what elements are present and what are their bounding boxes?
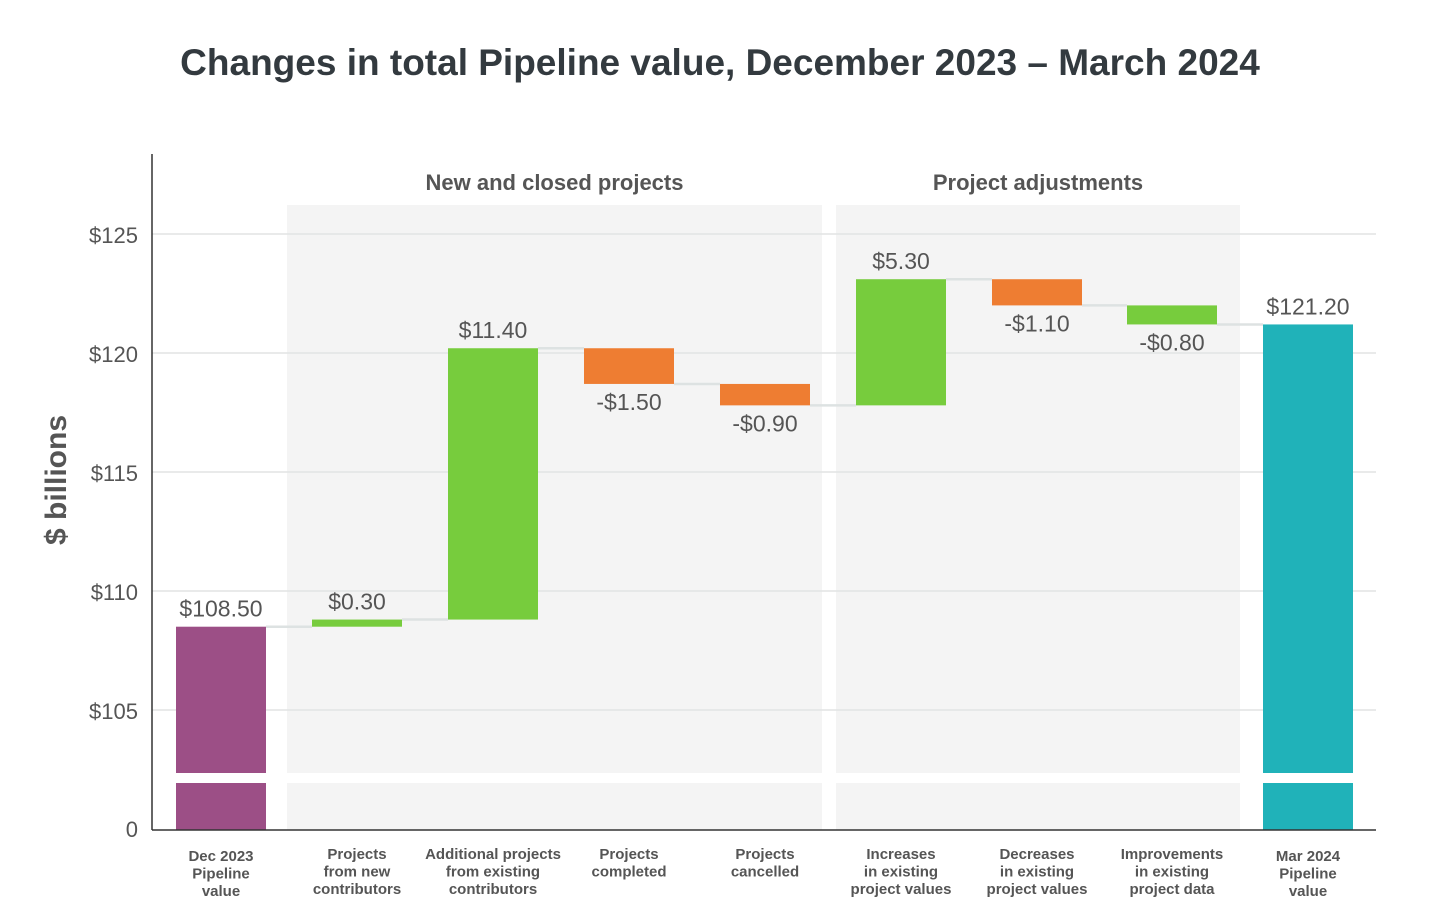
data-label: $5.30 bbox=[872, 248, 930, 274]
bar bbox=[992, 279, 1082, 306]
category-label: Improvements bbox=[1121, 846, 1224, 863]
category-label: value bbox=[202, 883, 240, 900]
category-label: contributors bbox=[449, 881, 537, 898]
data-label: $108.50 bbox=[179, 596, 262, 622]
y-tick-label: 0 bbox=[126, 817, 138, 842]
group-label: New and closed projects bbox=[426, 170, 684, 195]
group-label: Project adjustments bbox=[933, 170, 1143, 195]
group-shading bbox=[287, 205, 822, 830]
category-label: Pipeline bbox=[1279, 866, 1337, 883]
data-label: $11.40 bbox=[459, 317, 528, 343]
data-label: $0.30 bbox=[328, 589, 386, 615]
category-label: Projects bbox=[327, 846, 386, 863]
category-label: project values bbox=[987, 881, 1088, 898]
y-tick-label: $125 bbox=[89, 223, 138, 248]
category-label: Projects bbox=[735, 846, 794, 863]
category-label: project values bbox=[851, 881, 952, 898]
bar bbox=[176, 626, 266, 830]
y-tick-label: $105 bbox=[89, 699, 138, 724]
category-label: Dec 2023 bbox=[188, 848, 253, 865]
category-label: value bbox=[1289, 883, 1327, 900]
data-label: $121.20 bbox=[1266, 293, 1349, 319]
data-label: -$0.90 bbox=[732, 410, 797, 436]
category-label: Increases bbox=[866, 846, 935, 863]
category-label: in existing bbox=[864, 864, 938, 881]
data-label: -$1.50 bbox=[596, 389, 661, 415]
category-label: Projects bbox=[599, 846, 658, 863]
y-tick-label: $115 bbox=[91, 461, 138, 486]
category-label: in existing bbox=[1000, 864, 1074, 881]
category-label: contributors bbox=[313, 881, 401, 898]
axis-break bbox=[153, 773, 1377, 783]
category-label: completed bbox=[591, 864, 666, 881]
category-label: cancelled bbox=[731, 864, 799, 881]
bar bbox=[720, 383, 810, 406]
bar bbox=[1127, 305, 1217, 325]
category-label: from new bbox=[324, 864, 391, 881]
bar bbox=[584, 348, 674, 384]
category-label: Additional projects bbox=[425, 846, 561, 863]
category-label: project data bbox=[1129, 881, 1215, 898]
bar bbox=[312, 619, 402, 627]
category-label: Mar 2024 bbox=[1276, 848, 1341, 865]
category-label: in existing bbox=[1135, 864, 1209, 881]
bar bbox=[1263, 324, 1353, 830]
category-label: Pipeline bbox=[192, 866, 250, 883]
y-tick-label: $120 bbox=[89, 342, 138, 367]
bar bbox=[856, 279, 946, 406]
data-label: -$1.10 bbox=[1004, 310, 1069, 336]
chart-title: Changes in total Pipeline value, Decembe… bbox=[180, 42, 1260, 83]
bar bbox=[448, 348, 538, 620]
category-label: from existing bbox=[446, 864, 540, 881]
y-axis-label: $ billions bbox=[40, 415, 73, 545]
data-label: -$0.80 bbox=[1139, 329, 1204, 355]
y-tick-label: $110 bbox=[91, 580, 138, 605]
category-label: Decreases bbox=[999, 846, 1074, 863]
